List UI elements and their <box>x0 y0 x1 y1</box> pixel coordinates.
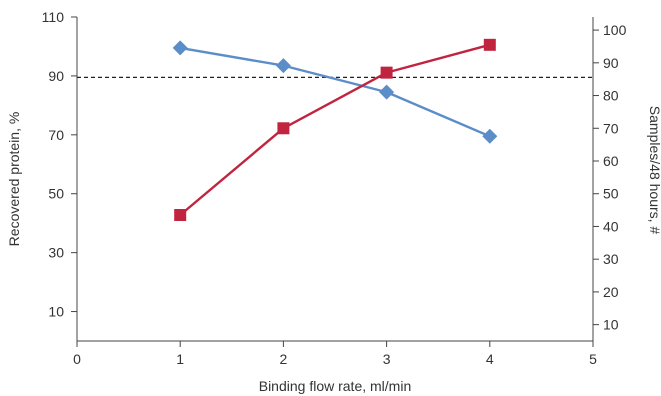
x-tick-label: 5 <box>589 351 597 367</box>
right-y-tick-label: 40 <box>603 218 619 234</box>
right-y-tick-label: 60 <box>603 153 619 169</box>
x-tick-label: 2 <box>280 351 288 367</box>
series-2-point <box>277 122 290 135</box>
right-y-tick-label: 20 <box>603 284 619 300</box>
right-y-tick-label: 100 <box>603 22 627 38</box>
series-2-point <box>483 38 496 51</box>
series-1-point <box>172 40 188 56</box>
left-y-ticks: 10 30 50 70 90 110 <box>42 9 77 320</box>
right-y-tick-label: 10 <box>603 317 619 333</box>
right-y-axis-title: Samples/48 hours, # <box>647 106 661 235</box>
x-tick-label: 0 <box>73 351 81 367</box>
left-y-tick-label: 110 <box>42 9 65 25</box>
right-y-tick-label: 30 <box>603 251 619 267</box>
right-y-tick-label: 50 <box>603 186 619 202</box>
series-2-point <box>380 66 393 79</box>
x-axis-title: Binding flow rate, ml/min <box>259 378 412 394</box>
left-y-axis-title: Recovered protein, % <box>6 112 22 247</box>
right-y-tick-label: 90 <box>603 55 619 71</box>
left-y-tick-label: 10 <box>48 304 64 320</box>
series-layer <box>172 38 498 221</box>
x-tick-label: 1 <box>176 351 184 367</box>
series-1-point <box>379 84 395 100</box>
right-y-tick-label: 80 <box>603 88 619 104</box>
series-2-line <box>179 43 491 216</box>
series-1-line <box>179 46 491 138</box>
right-y-tick-label: 70 <box>603 120 619 136</box>
left-y-tick-label: 70 <box>48 127 64 143</box>
left-y-tick-label: 90 <box>48 68 64 84</box>
series-2-point <box>174 209 187 221</box>
series-1-point <box>275 58 291 74</box>
x-tick-label: 4 <box>486 351 494 367</box>
x-tick-label: 3 <box>383 351 391 367</box>
plot-frame <box>76 17 594 342</box>
right-y-ticks: 10 20 30 40 50 60 70 80 90 100 <box>593 22 627 333</box>
left-y-tick-label: 30 <box>48 245 64 261</box>
x-ticks: 0 1 2 3 4 5 <box>73 341 597 367</box>
series-1-point <box>482 128 498 144</box>
left-y-tick-label: 50 <box>48 186 64 202</box>
